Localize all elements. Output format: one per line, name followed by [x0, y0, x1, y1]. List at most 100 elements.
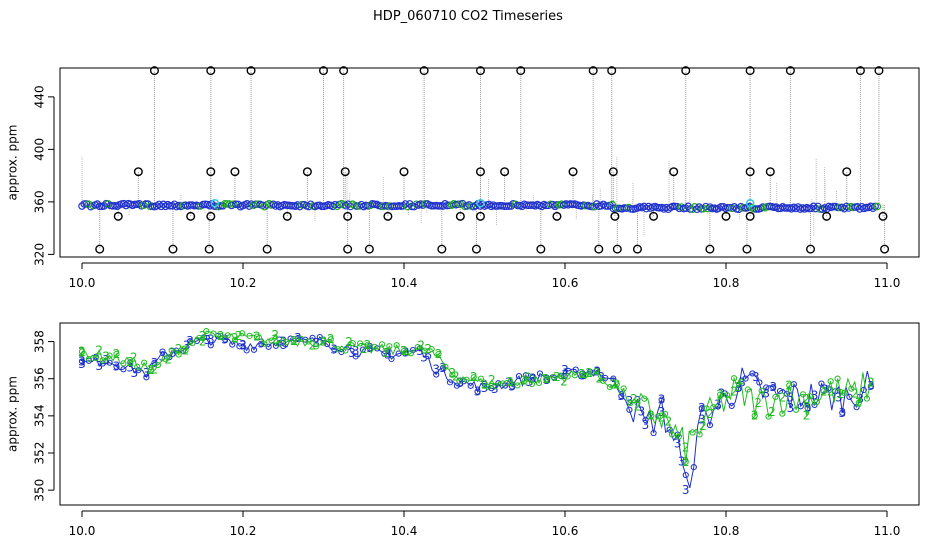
series-marker: 2 [481, 377, 489, 391]
series-point [312, 343, 320, 350]
series-marker: 2 [706, 407, 714, 421]
series-marker: 3 [787, 401, 795, 415]
flagged-point [282, 211, 292, 221]
series-point [433, 371, 440, 378]
flagged-point [204, 244, 214, 254]
series-marker: 3 [352, 344, 360, 358]
series-marker: 2 [345, 335, 353, 349]
series-point [356, 340, 364, 347]
series-point [758, 387, 765, 394]
series-marker: 3 [126, 361, 134, 375]
flagged-point [880, 244, 890, 254]
series-marker: 2 [585, 366, 593, 380]
series-point [309, 334, 316, 341]
series-marker: 3 [543, 373, 551, 387]
series-point [783, 390, 791, 397]
flagged-point [705, 244, 715, 254]
series-marker: 2 [553, 370, 561, 384]
baseline-point [269, 200, 278, 209]
flagged-point [588, 66, 598, 76]
series-point [453, 382, 460, 389]
series-point [578, 370, 586, 378]
series-marker: 2 [820, 384, 828, 398]
series-point [592, 367, 600, 375]
series-marker: 2 [253, 330, 261, 344]
baseline-point [502, 202, 511, 210]
flagged-point [608, 167, 618, 177]
series-point [543, 376, 550, 383]
series-point [250, 346, 258, 353]
series-point [860, 386, 867, 394]
series-point [544, 376, 551, 383]
x-tick-label: 10.8 [713, 276, 740, 290]
series-marker: 2 [560, 375, 568, 389]
flagged-point [568, 167, 578, 177]
series-point [92, 354, 99, 362]
y-tick-label: 360 [33, 190, 47, 213]
series-point [492, 382, 499, 389]
series-marker: 3 [678, 455, 686, 469]
series-point [467, 382, 474, 389]
series-marker: 3 [505, 375, 513, 389]
series-marker: 3 [183, 338, 191, 352]
series-point [470, 374, 477, 381]
series-point [825, 385, 832, 392]
series-point [421, 347, 428, 354]
series-point [168, 347, 175, 354]
chart-title: HDP_060710 CO2 Timeseries [373, 9, 563, 24]
series-marker: 3 [561, 363, 569, 377]
x-tick-label: 10.0 [69, 276, 96, 290]
series-point [316, 333, 323, 341]
baseline-point [245, 202, 254, 210]
series-point [572, 366, 579, 373]
baseline-point [410, 202, 419, 211]
series-marker: 3 [609, 375, 617, 389]
series-point [521, 377, 528, 384]
series-point [772, 393, 779, 401]
flagged-point [319, 66, 329, 76]
series-marker: 3 [752, 370, 760, 384]
series-point [335, 346, 342, 353]
series-marker: 2 [734, 380, 742, 394]
series-marker: 3 [474, 385, 482, 399]
series-marker: 2 [506, 375, 514, 389]
series-marker: 3 [526, 375, 534, 389]
series-point [207, 342, 214, 349]
series-marker: 3 [593, 364, 601, 378]
series-point [224, 332, 231, 339]
series-point [642, 416, 649, 423]
series-point [618, 392, 625, 400]
series-point [113, 363, 120, 370]
series-point [658, 396, 665, 403]
series-point [730, 375, 738, 382]
highlight-point [476, 198, 485, 208]
series-point [298, 335, 305, 342]
series-marker: 2 [290, 334, 298, 348]
series-point [675, 433, 682, 440]
series-point [724, 392, 731, 399]
series-point [606, 384, 613, 391]
series-marker: 2 [768, 405, 776, 419]
series-point [698, 405, 705, 412]
series-marker: 2 [400, 344, 408, 358]
flagged-point [206, 66, 216, 76]
baseline-point [809, 202, 818, 211]
series-marker: 3 [384, 348, 392, 362]
flagged-point [681, 66, 691, 76]
series-point [78, 358, 86, 365]
series-point [364, 342, 371, 349]
series-marker: 3 [821, 382, 829, 396]
flagged-point [610, 211, 620, 221]
flagged-point [206, 167, 216, 177]
series-point [414, 343, 421, 351]
series-point [243, 347, 250, 354]
series-marker: 2 [634, 400, 642, 414]
y-tick-label: 358 [33, 330, 47, 353]
series-marker: 2 [730, 385, 738, 399]
series-marker: 3 [102, 353, 110, 367]
series-marker: 2 [182, 343, 190, 357]
y-tick-label: 354 [33, 404, 47, 427]
series-marker: 3 [239, 338, 247, 352]
baseline-point [688, 205, 697, 213]
x-tick-label: 10.4 [391, 524, 418, 538]
